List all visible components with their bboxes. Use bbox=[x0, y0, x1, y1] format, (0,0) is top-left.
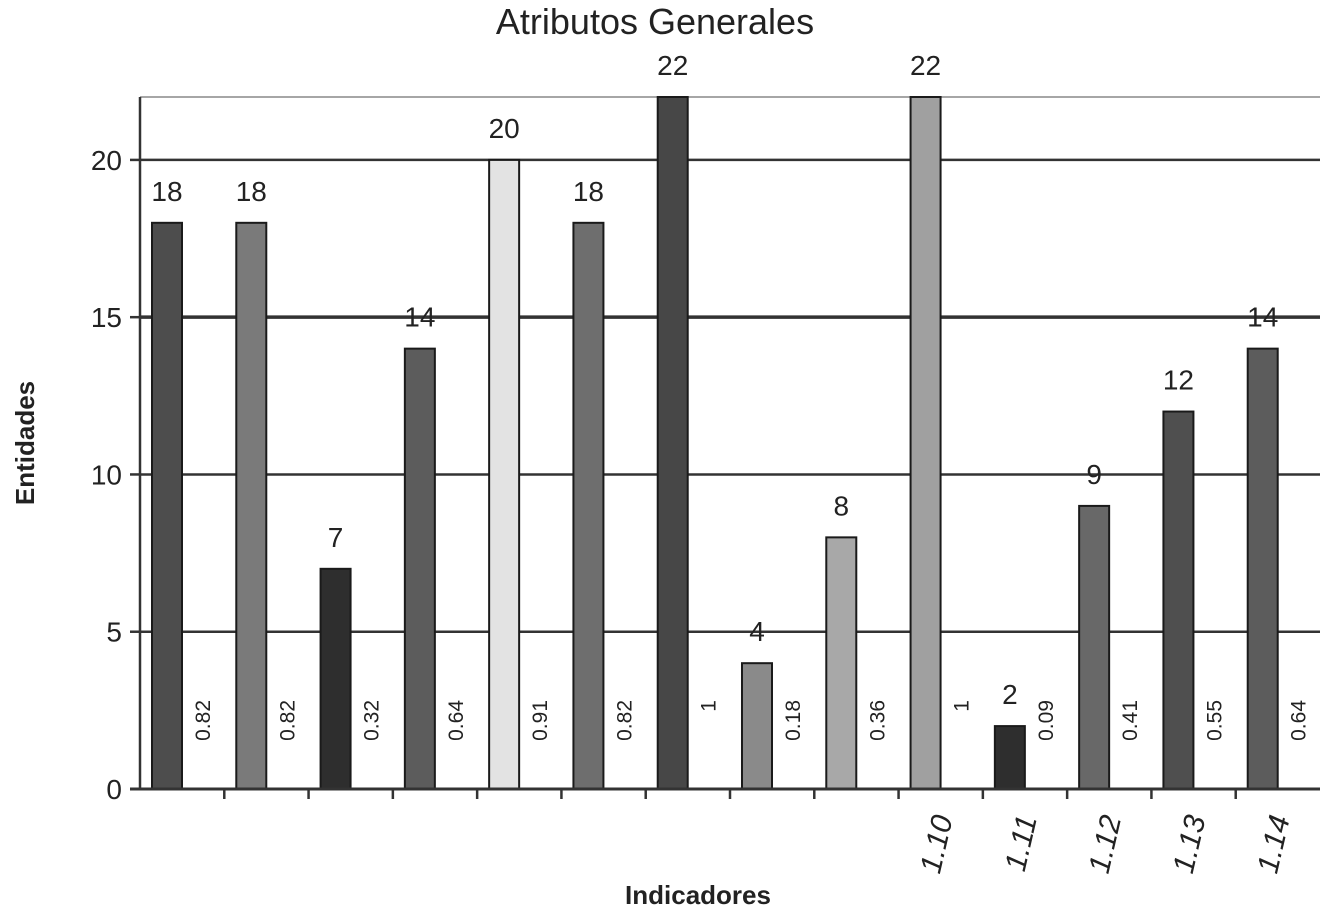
bar bbox=[572, 221, 605, 790]
x-axis: 1.10 1.11 1.12 1.13 1.14 bbox=[130, 97, 1320, 876]
value-label: 18 bbox=[236, 176, 267, 207]
value-label: 20 bbox=[489, 113, 520, 144]
ratio-label: 0.18 bbox=[782, 700, 805, 741]
ratio-label: 0.09 bbox=[1035, 700, 1058, 741]
bar bbox=[656, 96, 689, 790]
value-label: 4 bbox=[749, 616, 765, 647]
ratio-label: 0.55 bbox=[1203, 700, 1226, 741]
ratio-label: 0.41 bbox=[1119, 700, 1142, 741]
ratio-label: 1 bbox=[698, 700, 721, 712]
bar bbox=[1246, 347, 1279, 790]
value-label: 12 bbox=[1163, 365, 1194, 396]
ratio-label: 0.82 bbox=[276, 700, 299, 741]
bar bbox=[319, 567, 352, 790]
x-tick-label: 1.11 bbox=[999, 812, 1044, 874]
x-tick-label: 1.12 bbox=[1083, 812, 1128, 877]
gridlines bbox=[140, 96, 1320, 633]
y-tick-label: 0 bbox=[106, 774, 122, 805]
x-tick-label: 1.13 bbox=[1167, 812, 1212, 877]
bar bbox=[151, 221, 183, 790]
value-label: 7 bbox=[328, 522, 344, 553]
ratio-label: 0.91 bbox=[529, 700, 552, 741]
bars bbox=[151, 96, 1279, 791]
value-label: 14 bbox=[1247, 302, 1278, 333]
bar bbox=[403, 347, 436, 790]
value-label: 18 bbox=[573, 176, 604, 207]
x-tick-label: 1.10 bbox=[914, 812, 959, 877]
value-label: 2 bbox=[1002, 679, 1018, 710]
y-tick-label: 20 bbox=[91, 145, 122, 176]
ratio-label: 0.64 bbox=[445, 700, 468, 741]
y-tick-label: 15 bbox=[91, 302, 122, 333]
y-axis-ticks: 0 5 10 15 20 bbox=[91, 145, 140, 805]
ratio-label: 0.36 bbox=[866, 700, 889, 741]
ratio-label: 0.64 bbox=[1288, 700, 1311, 741]
value-label: 22 bbox=[657, 50, 688, 81]
chart-title: Atributos Generales bbox=[496, 1, 814, 42]
bar bbox=[235, 221, 268, 790]
value-label: 9 bbox=[1086, 459, 1102, 490]
ratio-label: 0.82 bbox=[192, 700, 215, 741]
y-tick-label: 5 bbox=[106, 617, 122, 648]
x-axis-title: Indicadores bbox=[625, 880, 771, 910]
y-axis-title: Entidades bbox=[10, 381, 40, 505]
bar bbox=[741, 662, 773, 791]
value-label: 18 bbox=[151, 176, 182, 207]
bar bbox=[1162, 410, 1195, 790]
bar bbox=[488, 158, 521, 790]
value-label: 8 bbox=[833, 490, 849, 521]
x-tick-label: 1.14 bbox=[1251, 812, 1296, 876]
value-label: 14 bbox=[404, 302, 435, 333]
value-label: 22 bbox=[910, 50, 941, 81]
bar bbox=[993, 725, 1026, 790]
ratio-label: 0.82 bbox=[613, 700, 636, 741]
y-tick-label: 10 bbox=[91, 459, 122, 490]
ratio-label: 1 bbox=[951, 700, 974, 712]
bar bbox=[909, 96, 942, 790]
ratio-label: 0.32 bbox=[361, 700, 384, 741]
ratio-labels: 0.82 0.82 0.32 0.64 0.91 0.82 1 0.18 0.36 1 0.09 0.… bbox=[192, 700, 1311, 741]
bar bbox=[1078, 504, 1111, 790]
bar bbox=[825, 536, 858, 791]
